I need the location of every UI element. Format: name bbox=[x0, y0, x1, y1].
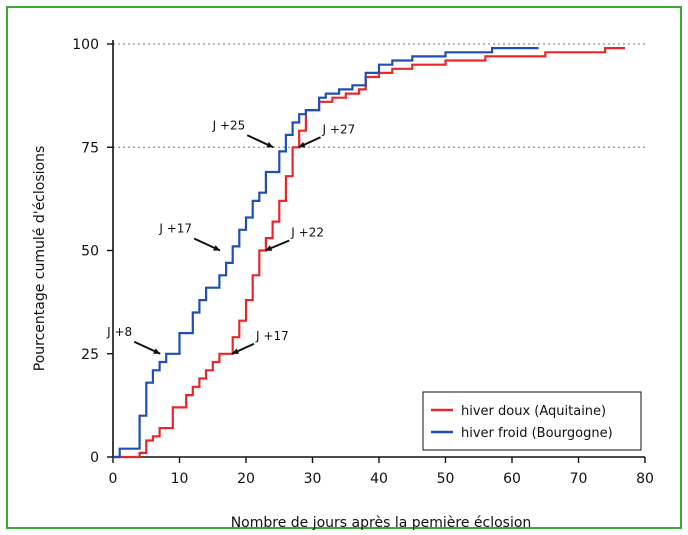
legend-box bbox=[422, 391, 642, 451]
axes: 0 10 20 30 40 50 60 70 80 0 25 50 75 100 bbox=[72, 37, 654, 487]
x-tick-label-7: 70 bbox=[570, 471, 588, 487]
series-layer bbox=[113, 47, 626, 459]
annotation-label-5: J +27 bbox=[322, 122, 356, 136]
x-tick-label-0: 0 bbox=[109, 471, 118, 487]
annotation-arrowhead-1 bbox=[213, 245, 221, 251]
x-tick-label-8: 80 bbox=[636, 471, 654, 487]
legend-label-1: hiver froid (Bourgogne) bbox=[461, 426, 613, 441]
y-tick-label-4: 100 bbox=[72, 37, 99, 53]
grid bbox=[113, 43, 645, 148]
chart-frame bbox=[6, 6, 682, 529]
x-tick-label-2: 20 bbox=[237, 471, 255, 487]
x-tick-label-6: 60 bbox=[503, 471, 521, 487]
annotation-arrowhead-2 bbox=[266, 141, 274, 148]
annotation-arrowhead-0 bbox=[153, 348, 161, 354]
x-tick-label-3: 30 bbox=[304, 471, 322, 487]
series-line-1 bbox=[113, 47, 539, 459]
y-tick-label-0: 0 bbox=[90, 450, 99, 466]
legend: hiver doux (Aquitaine) hiver froid (Bourg… bbox=[422, 391, 642, 451]
annotation-label-4: J +22 bbox=[290, 226, 324, 240]
y-tick-label-1: 25 bbox=[81, 347, 99, 363]
y-tick-label-3: 75 bbox=[81, 140, 99, 156]
annotation-layer: J +8 J +17 J +25 J +17 J +22 J +27 bbox=[106, 118, 356, 355]
x-axis-title: Nombre de jours après la pemière éclosio… bbox=[231, 515, 532, 531]
annotation-arrowhead-4 bbox=[265, 245, 273, 251]
legend-label-0: hiver doux (Aquitaine) bbox=[461, 404, 606, 419]
annotation-label-3: J +17 bbox=[255, 329, 289, 343]
annotation-label-0: J +8 bbox=[106, 325, 132, 339]
x-tick-label-1: 10 bbox=[171, 471, 189, 487]
annotation-arrowhead-3 bbox=[232, 348, 240, 354]
series-line-0 bbox=[113, 47, 626, 459]
x-tick-label-5: 50 bbox=[437, 471, 455, 487]
annotation-label-1: J +17 bbox=[158, 222, 192, 236]
y-tick-label-2: 50 bbox=[81, 244, 99, 260]
annotation-label-2: J +25 bbox=[212, 118, 246, 132]
annotation-arrowhead-5 bbox=[298, 141, 306, 148]
x-tick-label-4: 40 bbox=[370, 471, 388, 487]
y-axis-title: Pourcentage cumulé d'éclosions bbox=[32, 146, 48, 371]
